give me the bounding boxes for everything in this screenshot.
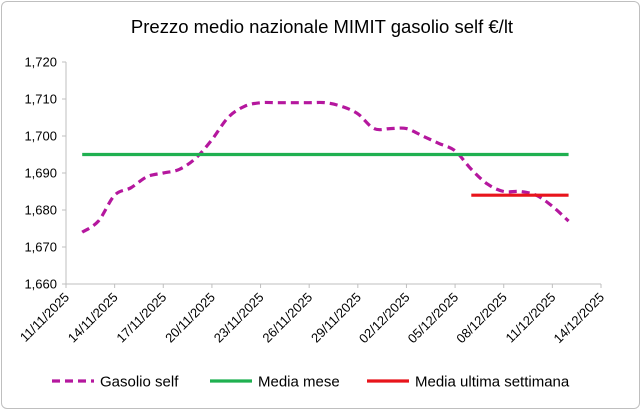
x-tick-label: 23/11/2025: [211, 290, 267, 346]
legend-label-media-ultima-settimana: Media ultima settimana: [415, 374, 570, 391]
y-tick-label: 1,690: [24, 166, 57, 181]
x-tick-label: 17/11/2025: [113, 290, 169, 346]
plot-area: [81, 100, 570, 234]
x-tick-label: 08/12/2025: [453, 290, 510, 347]
y-tick-label: 1,660: [24, 277, 57, 292]
x-tick-label: 29/11/2025: [308, 290, 364, 346]
axes: 1,660 1,670 1,680 1,690 1,700 1,710 1,720 11/11…: [17, 55, 607, 347]
chart-title: Prezzo medio nazionale MIMIT gasolio sel…: [131, 16, 513, 37]
x-tick-label: 11/12/2025: [503, 290, 559, 346]
x-tick-label: 02/12/2025: [356, 290, 413, 347]
y-tick-label: 1,680: [24, 203, 57, 218]
legend-label-media-mese: Media mese: [258, 374, 340, 391]
y-tick-label: 1,710: [24, 92, 57, 107]
y-tick-label: 1,700: [24, 129, 57, 144]
y-tick-label: 1,720: [24, 55, 57, 70]
x-tick-label: 14/12/2025: [550, 290, 607, 347]
legend-label-gasolio-self: Gasolio self: [100, 374, 179, 391]
x-tick-label: 14/11/2025: [65, 290, 121, 346]
x-tick-label: 05/12/2025: [405, 290, 462, 347]
y-tick-label: 1,670: [24, 240, 57, 255]
x-tick-label: 20/11/2025: [162, 290, 218, 346]
gasolio-self-line: [81, 100, 570, 234]
x-tick-label: 11/11/2025: [17, 290, 72, 345]
legend: Gasolio self Media mese Media ultima setti…: [52, 374, 570, 391]
x-tick-label: 26/11/2025: [259, 290, 315, 346]
